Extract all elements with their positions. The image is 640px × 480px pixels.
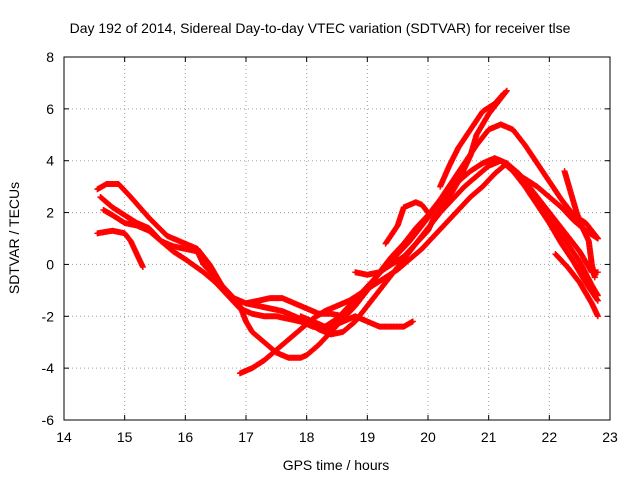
x-tick-label: 20: [420, 429, 436, 445]
data-series-arc-9: [382, 199, 431, 247]
data-series-arc-6: [243, 157, 601, 338]
x-tick-label: 14: [56, 429, 72, 445]
data-series-arc-13: [552, 251, 601, 320]
data-series-arc-1: [94, 227, 146, 271]
plot-frame: [63, 56, 611, 421]
x-axis-title: GPS time / hours: [283, 457, 390, 473]
data-point: [594, 296, 601, 303]
data-point: [594, 297, 601, 304]
data-point: [591, 274, 598, 281]
x-tick-label: 16: [178, 429, 194, 445]
x-tick-label: 21: [481, 429, 497, 445]
x-tick-label: 15: [117, 429, 133, 445]
data-point: [139, 264, 146, 271]
x-tick-label: 19: [360, 429, 376, 445]
tick-labels: 14 15 16 17 18 19 20 21 22 23 -6 -4 -2 0 2 4 6 8: [42, 49, 618, 445]
y-tick-label: 4: [46, 153, 54, 169]
data-point: [500, 91, 507, 98]
x-tick-label: 23: [602, 429, 618, 445]
x-tick-label: 18: [299, 429, 315, 445]
data-point: [594, 313, 601, 320]
x-tick-label: 17: [238, 429, 254, 445]
y-tick-label: -4: [42, 360, 55, 376]
data-series-arc-10: [437, 90, 507, 190]
x-tick-label: 22: [542, 429, 558, 445]
y-tick-label: 0: [46, 256, 54, 272]
data-series-arc-12: [561, 168, 598, 281]
data-point: [424, 208, 431, 215]
data-point: [500, 90, 507, 97]
y-tick-label: -2: [42, 308, 55, 324]
y-tick-label: 2: [46, 205, 54, 221]
data-series: [94, 87, 601, 377]
y-tick-label: -6: [42, 412, 55, 428]
data-point: [594, 235, 601, 242]
data-point: [425, 209, 431, 216]
y-axis-title: SDTVAR / TECUs: [6, 182, 22, 294]
axis-ticks: [63, 56, 611, 421]
data-series-arc-11: [509, 168, 601, 242]
y-tick-label: 6: [46, 101, 54, 117]
chart-title: Day 192 of 2014, Sidereal Day-to-day VTE…: [70, 20, 571, 36]
data-point: [409, 318, 416, 325]
data-point: [503, 87, 510, 94]
y-tick-label: 8: [46, 49, 54, 65]
